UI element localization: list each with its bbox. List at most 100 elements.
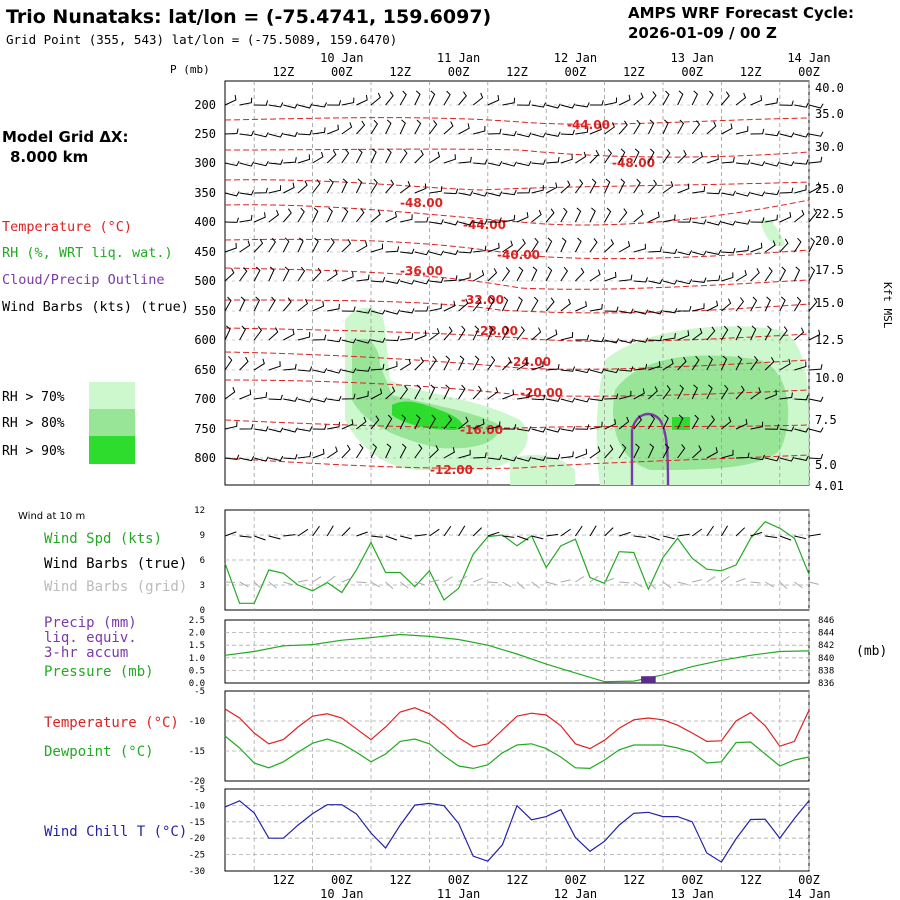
wind-barb	[239, 296, 246, 312]
wind-barb	[619, 366, 634, 372]
wind-barb	[692, 219, 707, 225]
pressure-tick-label: 600	[194, 333, 216, 347]
y-tick-label: -30	[189, 867, 205, 877]
wind-barb	[341, 444, 351, 459]
wind-barb	[633, 443, 640, 459]
wind-barb	[648, 211, 660, 223]
wind-barb	[283, 427, 298, 433]
wind-barb	[531, 185, 544, 194]
temperature-line	[224, 707, 810, 750]
wind-barb	[750, 217, 765, 223]
wind-barb	[793, 296, 802, 312]
wind-barb	[502, 389, 515, 400]
wind-barb	[633, 388, 645, 400]
wind-barb	[327, 303, 340, 312]
precip-legend-3: 3-hr accum	[44, 645, 128, 661]
wind-barb	[327, 100, 342, 106]
wind-barb	[677, 250, 693, 256]
wind-barb-grid	[794, 581, 803, 589]
wind-barb	[546, 427, 561, 433]
wind-barb	[253, 296, 261, 312]
wind-barb	[312, 448, 325, 459]
wind-barb	[765, 97, 778, 106]
wind-barb-grid	[283, 581, 294, 586]
wind-barb	[677, 217, 692, 223]
time-tick-label: 00Z	[565, 65, 587, 79]
wind-barb	[297, 266, 306, 282]
wind-barb	[677, 90, 684, 106]
wind-barb	[662, 90, 670, 106]
wind-barb	[297, 103, 313, 109]
wind-barb	[735, 269, 747, 282]
wind-barb	[750, 325, 757, 341]
wind-barb	[326, 207, 333, 223]
time-tick-label: 12Z	[623, 65, 645, 79]
wind-barbs	[224, 90, 824, 462]
wind-barb	[283, 208, 292, 223]
wind-barb	[326, 269, 338, 282]
forecast-cycle-label: AMPS WRF Forecast Cycle:	[628, 4, 854, 22]
wind-barb-grid	[341, 577, 352, 583]
wind-barb-true	[268, 535, 281, 540]
wind-barb	[706, 121, 717, 135]
wind-barb	[808, 364, 823, 371]
height-tick-label: 25.0	[815, 182, 844, 196]
wind-barb	[297, 237, 304, 253]
wind-barb	[545, 208, 555, 223]
wind-barb	[502, 189, 517, 196]
wind-barb	[501, 267, 511, 282]
wind-barb	[385, 335, 400, 342]
wind-barb	[604, 148, 613, 164]
wind-barb	[356, 120, 366, 135]
wind-barb	[356, 338, 371, 344]
wind-barb	[443, 326, 453, 341]
wind-barb	[808, 131, 824, 137]
y-tick-label: 0	[200, 606, 205, 616]
wind-barb	[254, 187, 268, 194]
temperature-contour-label: -20.00	[520, 386, 563, 400]
wind-barb	[429, 186, 443, 194]
wind-barb	[341, 148, 350, 164]
wind-barb	[560, 397, 576, 403]
wind-barb-true	[677, 533, 690, 537]
wind-barb-true	[341, 527, 351, 537]
wind-barb	[604, 367, 620, 374]
wind-barb	[648, 246, 662, 253]
wind-barb	[400, 214, 413, 223]
wind-barb	[735, 385, 745, 400]
wind-barb	[575, 301, 587, 312]
wind-barb	[473, 125, 486, 135]
wind-barb	[239, 389, 252, 400]
wind-chill-panel: -5 -10 -15 -20 -25 -30	[189, 785, 810, 877]
wind-barb	[341, 338, 357, 344]
wind-barb	[779, 100, 794, 106]
wind-barb	[691, 384, 698, 400]
wind-barb-true	[574, 525, 583, 537]
wind-barb	[239, 130, 254, 137]
wind-barb	[224, 387, 236, 400]
wind-barb	[473, 245, 487, 253]
rh-level-swatch	[89, 409, 135, 437]
wind-barb	[794, 184, 807, 194]
wind-barb	[341, 271, 354, 282]
wind-barb-true	[487, 531, 500, 537]
wind-barb	[604, 207, 612, 223]
wind-barb	[604, 393, 619, 400]
wind-barb	[283, 103, 298, 109]
wind-barb	[721, 449, 734, 459]
wind-barb	[779, 296, 786, 312]
wind-barb	[224, 421, 238, 430]
wind-barb	[604, 419, 617, 430]
wind-barb-grid	[268, 581, 278, 589]
wind-barb	[487, 268, 498, 282]
wind-barb-grid	[385, 581, 394, 590]
wind-barb	[283, 157, 297, 164]
wind-barb	[575, 267, 585, 282]
dewpoint-panel-legend: Dewpoint (°C)	[44, 744, 154, 760]
wind-barb	[385, 211, 397, 223]
pressure-tick-label: 250	[194, 127, 216, 141]
wind-barb-true	[429, 528, 440, 537]
wind-barb	[618, 94, 631, 106]
wind-barb	[589, 207, 596, 223]
temperature-contour-label: -44.00	[463, 218, 506, 232]
